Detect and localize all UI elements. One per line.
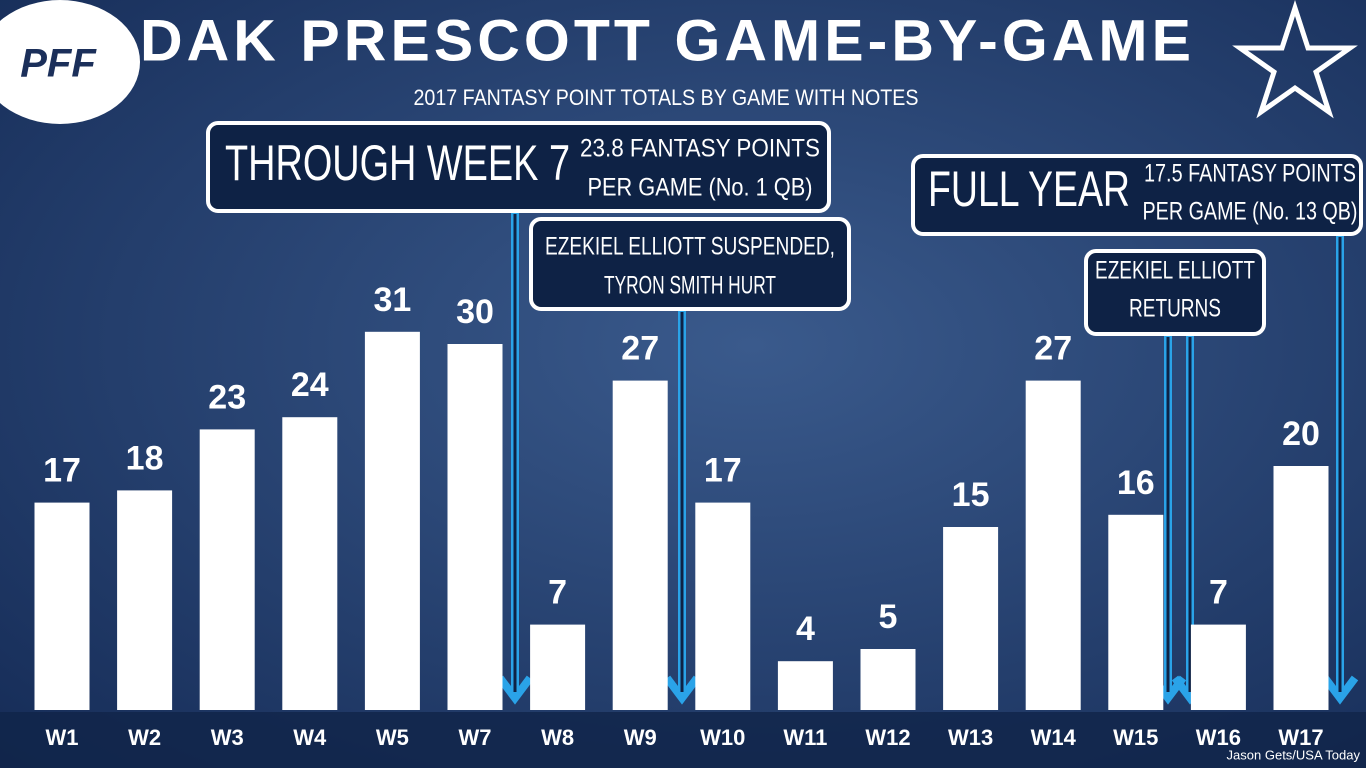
footer-band [0, 712, 1366, 768]
team-logo [531, 666, 584, 702]
x-tick-label: W17 [1278, 725, 1323, 750]
annotation-box [1084, 249, 1266, 336]
team-logo [449, 666, 501, 702]
annotation-title: FULL YEAR [928, 161, 1130, 217]
annotation-line: PER GAME (No. 1 QB) [588, 174, 813, 202]
value-label: 17 [43, 452, 81, 490]
bar [364, 331, 420, 710]
team-logo [1027, 666, 1080, 702]
logo: PFF [20, 42, 97, 86]
annotation-line: RETURNS [1129, 295, 1221, 323]
value-label: 24 [291, 366, 329, 404]
logo-badge [0, 0, 140, 124]
bar [1190, 624, 1246, 710]
annotation-title: THROUGH WEEK 7 [225, 135, 570, 191]
value-label: 31 [373, 281, 411, 319]
team-logo [614, 666, 667, 702]
x-tick-label: W10 [700, 725, 745, 750]
chart-title: DAK PRESCOTT GAME-BY-GAME [140, 8, 1195, 73]
value-label: 23 [208, 378, 246, 416]
annotation-line: EZEKIEL ELLIOTT SUSPENDED, [545, 233, 835, 261]
x-tick-label: W14 [1031, 725, 1077, 750]
value-label: 20 [1282, 415, 1320, 453]
x-tick-label: W11 [783, 725, 827, 750]
annotation-box [911, 154, 1363, 236]
team-logo [696, 666, 749, 702]
bar [447, 344, 503, 710]
bar [282, 417, 338, 710]
arrow-cores [513, 214, 1342, 692]
bar [34, 502, 90, 710]
x-tick-label: W2 [128, 725, 161, 750]
bar [1108, 514, 1164, 710]
x-tick-label: W16 [1196, 725, 1241, 750]
annotation-line: TYRON SMITH HURT [604, 272, 776, 300]
bar [199, 429, 255, 710]
value-label: 15 [952, 476, 990, 514]
team-logo [779, 666, 832, 702]
x-tick-label: W8 [541, 725, 574, 750]
value-label: 7 [548, 574, 567, 612]
annotation-box [529, 217, 851, 311]
bar [695, 502, 751, 710]
team-logo [1109, 666, 1162, 702]
value-label: 5 [879, 598, 898, 636]
bar [117, 490, 173, 710]
annotation-line: 23.8 FANTASY POINTS [580, 135, 820, 163]
bar [860, 649, 916, 710]
team-logo [862, 666, 914, 702]
value-label: 18 [126, 439, 164, 477]
team-logo [201, 666, 254, 702]
value-label: 7 [1209, 574, 1228, 612]
bar [1025, 380, 1081, 710]
x-tick-label: W3 [211, 725, 244, 750]
x-tick-label: W9 [624, 725, 657, 750]
x-tick-label: W15 [1113, 725, 1158, 750]
value-label: 27 [621, 330, 659, 368]
team-star [1232, 0, 1358, 119]
team-logo [366, 666, 419, 702]
x-tick-label: W4 [293, 725, 327, 750]
annotation-line: EZEKIEL ELLIOTT [1095, 257, 1255, 285]
value-label: 30 [456, 293, 494, 331]
team-logo [1192, 666, 1245, 702]
bar [530, 624, 586, 710]
value-label: 27 [1034, 330, 1072, 368]
bar [777, 661, 833, 710]
annotation-box [206, 121, 831, 213]
annotation-line: PER GAME (No. 13 QB) [1143, 198, 1358, 226]
value-label: 17 [704, 452, 742, 490]
x-tick-label: W12 [865, 725, 910, 750]
team-logo [944, 666, 997, 702]
bar [943, 527, 999, 710]
team-logo [283, 666, 336, 702]
x-tick-label: W7 [459, 725, 492, 750]
value-label: 16 [1117, 464, 1155, 502]
chart-subtitle: 2017 FANTASY POINT TOTALS BY GAME WITH N… [414, 85, 919, 110]
photo-credit: Jason Gets/USA Today [1227, 747, 1361, 762]
team-logo [36, 666, 88, 702]
x-tick-label: W1 [46, 725, 79, 750]
x-tick-label: W5 [376, 725, 409, 750]
annotation-line: 17.5 FANTASY POINTS [1144, 160, 1356, 188]
value-label: 4 [796, 610, 815, 648]
x-tick-label: W13 [948, 725, 993, 750]
team-logo [118, 666, 171, 702]
bar [1273, 466, 1329, 710]
team-logo [1275, 666, 1327, 702]
bar [612, 380, 668, 710]
